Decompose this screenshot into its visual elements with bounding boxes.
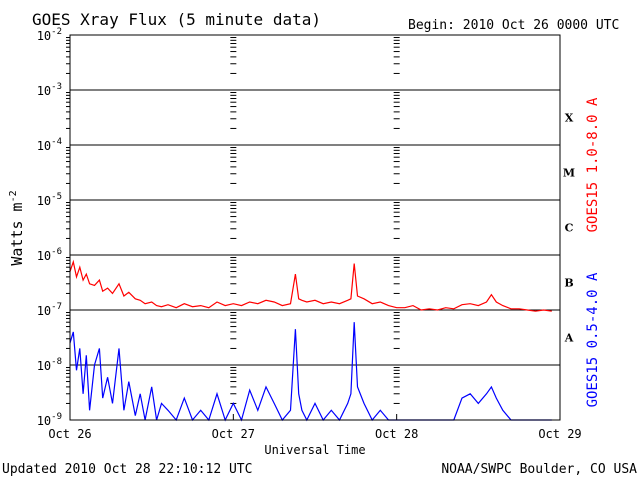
x-tick-label-0: Oct 26 bbox=[48, 427, 91, 441]
flare-class-A: A bbox=[564, 332, 574, 345]
y-tick-label-3: 10-5 bbox=[37, 192, 62, 208]
minor-ticks bbox=[66, 37, 400, 404]
legend-long-channel: GOES15 1.0-8.0 A bbox=[585, 97, 601, 232]
y-tick-label-4: 10-6 bbox=[37, 247, 62, 263]
credit-label: NOAA/SWPC Boulder, CO USA bbox=[441, 462, 637, 477]
flare-class-X: X bbox=[565, 112, 574, 125]
chart-title: GOES Xray Flux (5 minute data) bbox=[32, 10, 321, 29]
y-tick-label-6: 10-8 bbox=[37, 357, 62, 373]
x-axis-label: Universal Time bbox=[264, 443, 365, 457]
series-line-1 bbox=[69, 322, 552, 422]
x-tick-label-3: Oct 29 bbox=[538, 427, 581, 441]
flare-class-B: B bbox=[564, 277, 573, 290]
y-tick-label-7: 10-9 bbox=[37, 412, 62, 428]
y-axis-label: Watts m-2 bbox=[8, 190, 26, 265]
begin-label: Begin: 2010 Oct 26 0000 UTC bbox=[408, 18, 619, 33]
y-tick-label-2: 10-4 bbox=[37, 137, 62, 153]
flare-class-labels: X M C B A bbox=[563, 112, 575, 345]
series-line-0 bbox=[69, 259, 552, 312]
y-tick-labels: 10-2 10-3 10-4 10-5 10-6 10-7 10-8 10-9 bbox=[37, 27, 62, 428]
x-tick-label-2: Oct 28 bbox=[375, 427, 418, 441]
y-tick-label-1: 10-3 bbox=[37, 82, 62, 98]
y-tick-label-0: 10-2 bbox=[37, 27, 62, 43]
series-layer bbox=[69, 259, 552, 422]
flare-class-M: M bbox=[563, 167, 575, 180]
updated-timestamp: Updated 2010 Oct 28 22:10:12 UTC bbox=[2, 462, 252, 477]
grid-lines bbox=[69, 34, 561, 421]
legend-short-channel: GOES15 0.5-4.0 A bbox=[585, 272, 601, 407]
x-tick-labels: Oct 26 Oct 27 Oct 28 Oct 29 bbox=[48, 427, 581, 441]
flare-class-C: C bbox=[565, 222, 574, 235]
plot-frame bbox=[69, 34, 561, 421]
x-tick-label-1: Oct 27 bbox=[212, 427, 255, 441]
y-tick-label-5: 10-7 bbox=[37, 302, 62, 318]
